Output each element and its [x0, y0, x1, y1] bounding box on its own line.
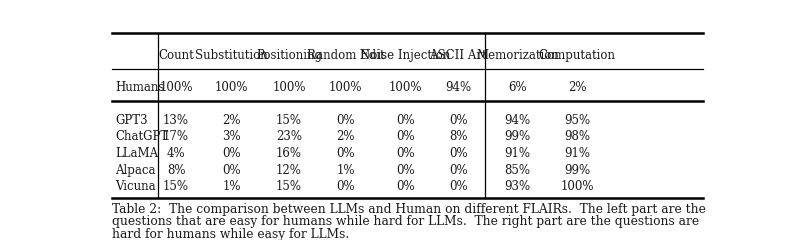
Text: 95%: 95%	[564, 114, 590, 127]
Text: ASCII Art: ASCII Art	[429, 49, 487, 62]
Text: 0%: 0%	[222, 164, 241, 177]
Text: Humans: Humans	[115, 80, 165, 94]
Text: LLaMA: LLaMA	[115, 147, 158, 160]
Text: 100%: 100%	[159, 80, 193, 94]
Text: 2%: 2%	[568, 80, 586, 94]
Text: Memorization: Memorization	[476, 49, 559, 62]
Text: 100%: 100%	[273, 80, 306, 94]
Text: 91%: 91%	[504, 147, 530, 160]
Text: 1%: 1%	[336, 164, 355, 177]
Text: 99%: 99%	[504, 130, 530, 144]
Text: 0%: 0%	[396, 114, 414, 127]
Text: 0%: 0%	[449, 180, 467, 193]
Text: GPT3: GPT3	[115, 114, 147, 127]
Text: questions that are easy for humans while hard for LLMs.  The right part are the : questions that are easy for humans while…	[112, 215, 699, 228]
Text: 4%: 4%	[167, 147, 185, 160]
Text: 0%: 0%	[449, 164, 467, 177]
Text: 0%: 0%	[449, 147, 467, 160]
Text: 12%: 12%	[276, 164, 302, 177]
Text: 0%: 0%	[336, 114, 355, 127]
Text: Substitution: Substitution	[195, 49, 268, 62]
Text: Count: Count	[158, 49, 194, 62]
Text: 15%: 15%	[163, 180, 189, 193]
Text: 100%: 100%	[329, 80, 362, 94]
Text: 13%: 13%	[163, 114, 189, 127]
Text: 93%: 93%	[504, 180, 530, 193]
Text: 0%: 0%	[396, 130, 414, 144]
Text: 100%: 100%	[388, 80, 422, 94]
Text: 8%: 8%	[167, 164, 185, 177]
Text: 0%: 0%	[336, 147, 355, 160]
Text: 98%: 98%	[564, 130, 590, 144]
Text: 8%: 8%	[449, 130, 467, 144]
Text: 94%: 94%	[504, 114, 530, 127]
Text: 100%: 100%	[215, 80, 248, 94]
Text: 2%: 2%	[222, 114, 241, 127]
Text: 17%: 17%	[163, 130, 189, 144]
Text: Table 2:  The comparison between LLMs and Human on different FLAIRs.  The left p: Table 2: The comparison between LLMs and…	[112, 203, 706, 216]
Text: 15%: 15%	[276, 114, 302, 127]
Text: 2%: 2%	[336, 130, 355, 144]
Text: Computation: Computation	[539, 49, 615, 62]
Text: 0%: 0%	[449, 114, 467, 127]
Text: Alpaca: Alpaca	[115, 164, 155, 177]
Text: 15%: 15%	[276, 180, 302, 193]
Text: 0%: 0%	[396, 147, 414, 160]
Text: 1%: 1%	[222, 180, 241, 193]
Text: 99%: 99%	[564, 164, 590, 177]
Text: 3%: 3%	[222, 130, 241, 144]
Text: Noise Injection: Noise Injection	[360, 49, 450, 62]
Text: Positioning: Positioning	[256, 49, 322, 62]
Text: ChatGPT: ChatGPT	[115, 130, 169, 144]
Text: 23%: 23%	[276, 130, 302, 144]
Text: 85%: 85%	[504, 164, 530, 177]
Text: Random Edit: Random Edit	[307, 49, 385, 62]
Text: hard for humans while easy for LLMs.: hard for humans while easy for LLMs.	[112, 228, 349, 240]
Text: 0%: 0%	[222, 147, 241, 160]
Text: 0%: 0%	[396, 164, 414, 177]
Text: Vicuna: Vicuna	[115, 180, 155, 193]
Text: 16%: 16%	[276, 147, 302, 160]
Text: 6%: 6%	[508, 80, 526, 94]
Text: 100%: 100%	[560, 180, 594, 193]
Text: 91%: 91%	[564, 147, 590, 160]
Text: 0%: 0%	[396, 180, 414, 193]
Text: 94%: 94%	[445, 80, 471, 94]
Text: 0%: 0%	[336, 180, 355, 193]
